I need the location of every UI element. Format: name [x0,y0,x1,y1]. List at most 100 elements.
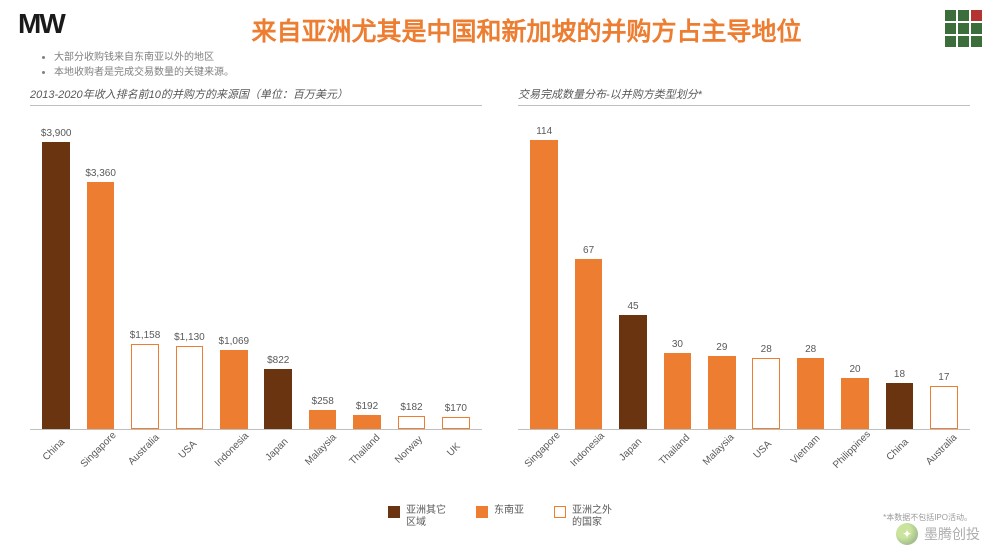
legend-swatch [554,506,566,518]
bar-column: $192 [345,120,389,429]
left-chart-subtitle: 2013-2020年收入排名前10的并购方的来源国（单位：百万美元） [30,86,482,106]
bar-value-label: $182 [400,402,422,413]
bar-rect [619,315,647,429]
x-tick-label: Norway [390,430,429,469]
x-tick-label: Malaysia [699,431,738,470]
x-tick-label: Australia [923,431,962,470]
bullet-list: 大部分收购钱来自东南亚以外的地区本地收购者是完成交易数量的关键来源。 [0,48,1000,84]
x-tick-label: Japan [612,431,651,470]
bar-column: 114 [522,120,566,429]
x-tick-label: Vietnam [787,431,826,470]
logo: MW [18,8,108,40]
x-tick-label: Thailand [346,430,385,469]
bar-rect [530,140,558,429]
x-tick-label: Singapore [79,430,119,470]
bar-value-label: $822 [267,355,289,366]
page-title: 来自亚洲尤其是中国和新加坡的并购方占主导地位 [128,8,925,48]
x-tick-label: Indonesia [568,431,607,470]
bar-value-label: 20 [849,364,860,375]
bar-rect [176,346,204,429]
bar-value-label: $1,069 [219,336,250,347]
bar-rect [841,378,869,429]
bar-column: $170 [434,120,478,429]
right-chart-subtitle: 交易完成数量分布-以并购方类型划分* [518,86,970,106]
bar-column: 28 [744,120,788,429]
bar-value-label: 67 [583,245,594,256]
bar-value-label: $192 [356,401,378,412]
x-tick-label: Malaysia [301,430,340,469]
bar-rect [442,417,470,430]
corner-grid-icon [945,10,982,47]
bar-value-label: 28 [805,344,816,355]
x-tick-label: Indonesia [213,430,252,469]
bar-column: 29 [700,120,744,429]
bar-rect [309,410,337,429]
bar-rect [752,358,780,429]
bar-rect [220,350,248,429]
bar-rect [708,356,736,429]
legend-swatch [476,506,488,518]
bar-rect [131,344,159,429]
header: MW 来自亚洲尤其是中国和新加坡的并购方占主导地位 [0,0,1000,48]
bar-rect [264,369,292,429]
bar-rect [664,353,692,429]
bar-column: 30 [655,120,699,429]
legend: 亚洲其它区域 东南亚 亚洲之外的国家 [0,505,1000,529]
x-tick-label: Japan [257,430,296,469]
bar-column: $258 [300,120,344,429]
bar-column: 17 [922,120,966,429]
bar-value-label: $258 [312,396,334,407]
bar-rect [930,386,958,429]
bar-value-label: 29 [716,342,727,353]
bullet-item: 本地收购者是完成交易数量的关键来源。 [54,65,1000,80]
watermark: ✦ 墨腾创投 [896,523,980,545]
x-tick-label: Thailand [656,431,695,470]
x-tick-label: USA [169,430,208,469]
x-tick-label: USA [743,431,782,470]
bar-value-label: $1,158 [130,330,161,341]
x-tick-label: China [879,431,918,470]
legend-item: 亚洲其它区域 [388,505,446,529]
x-tick-label: China [34,430,73,469]
x-tick-label: Philippines [831,429,873,471]
bar-column: 20 [833,120,877,429]
bar-column: 18 [877,120,921,429]
bar-value-label: $3,900 [41,128,72,139]
bar-value-label: 28 [761,344,772,355]
bar-column: $1,130 [167,120,211,429]
charts-row: $3,900 $3,360 $1,158 $1,130 $1,069 $822 $258 $1… [0,106,1000,457]
legend-label: 东南亚 [494,505,524,517]
bar-column: 28 [788,120,832,429]
legend-item: 东南亚 [476,505,524,529]
bar-value-label: 114 [536,126,552,137]
watermark-text: 墨腾创投 [924,524,980,544]
footnote: *本数据不包括IPO活动。 [883,513,972,523]
x-tick-label: Singapore [523,430,563,470]
bar-value-label: 18 [894,369,905,380]
bar-column: $1,069 [212,120,256,429]
bar-rect [398,416,426,429]
bar-value-label: $170 [445,403,467,414]
x-tick-label: Australia [124,430,163,469]
legend-item: 亚洲之外的国家 [554,505,612,529]
x-tick-label: UK [434,430,473,469]
bar-value-label: $1,130 [174,332,205,343]
bar-value-label: 30 [672,339,683,350]
bar-rect [575,259,603,429]
bar-value-label: 17 [938,372,949,383]
bar-column: $182 [389,120,433,429]
legend-label: 亚洲其它区域 [406,505,446,529]
bullet-item: 大部分收购钱来自东南亚以外的地区 [54,50,1000,65]
legend-swatch [388,506,400,518]
bar-value-label: 45 [627,301,638,312]
bar-column: $3,900 [34,120,78,429]
bar-column: $3,360 [78,120,122,429]
bar-column: $822 [256,120,300,429]
subtitles-row: 2013-2020年收入排名前10的并购方的来源国（单位：百万美元） 交易完成数… [0,84,1000,106]
bar-column: $1,158 [123,120,167,429]
left-chart: $3,900 $3,360 $1,158 $1,130 $1,069 $822 $258 $1… [30,120,482,457]
bar-rect [353,415,381,429]
bar-column: 45 [611,120,655,429]
legend-label: 亚洲之外的国家 [572,505,612,529]
bar-value-label: $3,360 [85,168,116,179]
